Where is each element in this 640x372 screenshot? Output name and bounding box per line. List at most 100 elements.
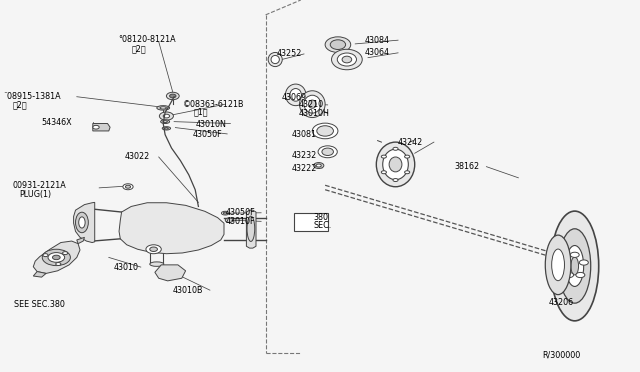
Polygon shape	[33, 241, 80, 273]
Text: 43081: 43081	[292, 130, 317, 139]
Text: 43252: 43252	[276, 49, 302, 58]
Circle shape	[43, 254, 48, 257]
Circle shape	[570, 252, 579, 257]
Text: 43010B: 43010B	[173, 286, 204, 295]
Ellipse shape	[268, 52, 282, 67]
Text: 43084: 43084	[365, 36, 390, 45]
Text: ¨08915-1381A: ¨08915-1381A	[3, 92, 61, 101]
Polygon shape	[74, 202, 95, 243]
Ellipse shape	[271, 55, 280, 64]
Ellipse shape	[332, 49, 362, 70]
Polygon shape	[93, 124, 110, 131]
Circle shape	[576, 272, 585, 278]
Ellipse shape	[163, 126, 170, 130]
Polygon shape	[119, 203, 224, 254]
Circle shape	[404, 155, 410, 158]
Text: 43010F: 43010F	[225, 217, 255, 226]
Ellipse shape	[76, 212, 88, 233]
Text: （2）: （2）	[131, 45, 146, 54]
Polygon shape	[246, 210, 256, 248]
Circle shape	[159, 112, 173, 120]
Text: 43206: 43206	[549, 298, 574, 307]
Text: 380: 380	[314, 213, 328, 222]
Text: 54346X: 54346X	[42, 118, 72, 126]
Ellipse shape	[571, 257, 579, 275]
Circle shape	[225, 218, 233, 222]
Text: SEC.: SEC.	[314, 221, 332, 230]
Ellipse shape	[312, 123, 338, 139]
Text: PLUG(1): PLUG(1)	[19, 190, 51, 199]
Ellipse shape	[559, 229, 591, 303]
Circle shape	[170, 94, 176, 98]
Circle shape	[381, 171, 387, 174]
Circle shape	[579, 260, 588, 265]
Ellipse shape	[161, 120, 170, 124]
Circle shape	[146, 245, 161, 254]
Text: 43232: 43232	[291, 151, 316, 160]
Circle shape	[52, 255, 60, 260]
Circle shape	[381, 155, 387, 158]
Text: 38162: 38162	[454, 162, 479, 171]
Text: 43242: 43242	[398, 138, 423, 147]
Polygon shape	[155, 265, 186, 281]
Circle shape	[404, 171, 410, 174]
Ellipse shape	[325, 37, 351, 52]
Text: 43050F: 43050F	[225, 208, 255, 217]
Ellipse shape	[318, 146, 337, 158]
Ellipse shape	[290, 89, 301, 101]
Text: 43050F: 43050F	[193, 130, 222, 139]
Circle shape	[93, 125, 99, 129]
Circle shape	[564, 272, 573, 278]
Text: °08120-8121A: °08120-8121A	[118, 35, 176, 44]
Polygon shape	[77, 237, 84, 244]
Circle shape	[150, 247, 157, 251]
Circle shape	[393, 147, 398, 150]
Text: ©08363-6121B: ©08363-6121B	[182, 100, 244, 109]
Ellipse shape	[285, 84, 306, 106]
Ellipse shape	[389, 157, 402, 172]
Text: 43022: 43022	[125, 153, 150, 161]
Ellipse shape	[337, 53, 356, 66]
Text: 43010: 43010	[114, 263, 139, 272]
Text: 43069: 43069	[282, 93, 307, 102]
Text: 43064: 43064	[365, 48, 390, 57]
Ellipse shape	[160, 107, 166, 109]
Ellipse shape	[150, 262, 164, 266]
Circle shape	[314, 163, 324, 169]
Ellipse shape	[304, 95, 321, 113]
Ellipse shape	[300, 91, 325, 118]
Text: 00931-2121A: 00931-2121A	[13, 182, 67, 190]
Circle shape	[42, 249, 70, 266]
FancyBboxPatch shape	[294, 213, 328, 231]
Circle shape	[166, 92, 179, 100]
Ellipse shape	[308, 100, 316, 108]
Ellipse shape	[330, 40, 346, 49]
Ellipse shape	[79, 217, 85, 228]
Circle shape	[63, 251, 68, 254]
Circle shape	[125, 185, 131, 188]
Polygon shape	[33, 272, 46, 277]
Text: （2）: （2）	[13, 100, 28, 109]
Circle shape	[123, 184, 133, 190]
Ellipse shape	[247, 216, 255, 241]
Ellipse shape	[322, 148, 333, 155]
Text: 43210: 43210	[299, 100, 324, 109]
Circle shape	[56, 263, 61, 266]
Ellipse shape	[383, 149, 408, 180]
Ellipse shape	[550, 211, 599, 321]
Text: R/300000: R/300000	[543, 351, 581, 360]
Ellipse shape	[545, 235, 571, 295]
Ellipse shape	[342, 56, 352, 63]
Ellipse shape	[157, 106, 170, 110]
Text: SEE SEC.380: SEE SEC.380	[14, 300, 65, 309]
Ellipse shape	[223, 212, 227, 214]
Text: 43010N: 43010N	[196, 120, 227, 129]
Circle shape	[561, 260, 570, 265]
Ellipse shape	[552, 249, 564, 280]
Circle shape	[163, 114, 170, 118]
Circle shape	[393, 179, 398, 182]
Text: 43010H: 43010H	[299, 109, 330, 118]
Circle shape	[316, 164, 321, 167]
Text: 43222: 43222	[291, 164, 317, 173]
Ellipse shape	[317, 126, 333, 136]
